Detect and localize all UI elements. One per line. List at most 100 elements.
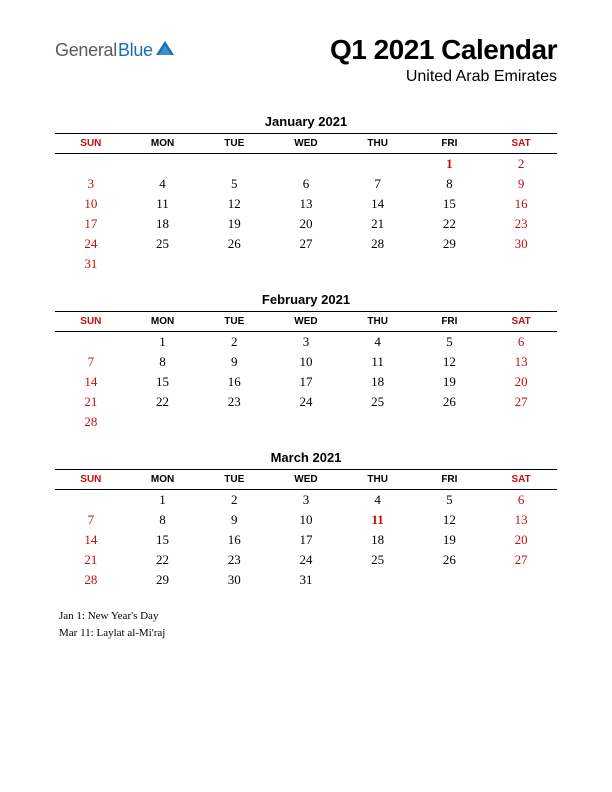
calendar-cell: 24 bbox=[270, 392, 342, 412]
calendar-cell: 27 bbox=[270, 234, 342, 254]
holiday-entry: Mar 11: Laylat al-Mi'raj bbox=[59, 625, 557, 642]
calendar-cell bbox=[342, 154, 414, 175]
calendar-cell: 7 bbox=[55, 510, 127, 530]
calendar-cell: 5 bbox=[414, 490, 486, 511]
calendar-cell bbox=[55, 154, 127, 175]
calendar-cell bbox=[270, 154, 342, 175]
calendar-cell bbox=[198, 412, 270, 432]
calendar-cell: 2 bbox=[485, 154, 557, 175]
calendar-cell: 21 bbox=[55, 392, 127, 412]
calendar-cell: 23 bbox=[485, 214, 557, 234]
calendar-row: 14151617181920 bbox=[55, 372, 557, 392]
calendar-cell bbox=[198, 154, 270, 175]
calendar-cell: 20 bbox=[270, 214, 342, 234]
calendar-cell: 21 bbox=[342, 214, 414, 234]
calendar-cell: 22 bbox=[127, 392, 199, 412]
month-title: February 2021 bbox=[55, 292, 557, 307]
calendar-cell: 31 bbox=[270, 570, 342, 590]
calendar-cell: 5 bbox=[198, 174, 270, 194]
generalblue-logo: General Blue bbox=[55, 40, 174, 61]
calendar-cell bbox=[342, 570, 414, 590]
calendar-row: 17181920212223 bbox=[55, 214, 557, 234]
calendar-cell bbox=[127, 154, 199, 175]
calendar-cell: 3 bbox=[55, 174, 127, 194]
calendar-cell: 23 bbox=[198, 392, 270, 412]
calendar-cell bbox=[198, 254, 270, 274]
calendar-row: 123456 bbox=[55, 490, 557, 511]
calendar-cell: 9 bbox=[485, 174, 557, 194]
calendar-row: 21222324252627 bbox=[55, 392, 557, 412]
logo-triangle-icon bbox=[156, 41, 174, 60]
calendar-cell bbox=[55, 332, 127, 353]
calendar-cell: 19 bbox=[414, 530, 486, 550]
calendar-cell: 9 bbox=[198, 352, 270, 372]
logo-word-general: General bbox=[55, 40, 117, 61]
day-header: FRI bbox=[414, 134, 486, 154]
day-header: THU bbox=[342, 312, 414, 332]
calendar-cell: 11 bbox=[342, 352, 414, 372]
day-header: FRI bbox=[414, 470, 486, 490]
day-header: SUN bbox=[55, 470, 127, 490]
calendar-cell: 6 bbox=[485, 490, 557, 511]
logo-word-blue: Blue bbox=[118, 40, 153, 61]
calendar-table: SUNMONTUEWEDTHUFRISAT1234567891011121314… bbox=[55, 469, 557, 590]
calendar-cell: 21 bbox=[55, 550, 127, 570]
calendar-cell: 29 bbox=[127, 570, 199, 590]
calendar-table: SUNMONTUEWEDTHUFRISAT1234567891011121314… bbox=[55, 133, 557, 274]
calendar-row: 28293031 bbox=[55, 570, 557, 590]
calendar-cell: 4 bbox=[342, 332, 414, 353]
calendar-cell: 16 bbox=[485, 194, 557, 214]
day-header: SUN bbox=[55, 312, 127, 332]
day-header: MON bbox=[127, 134, 199, 154]
holiday-list: Jan 1: New Year's DayMar 11: Laylat al-M… bbox=[55, 608, 557, 641]
calendar-cell: 22 bbox=[127, 550, 199, 570]
day-header: WED bbox=[270, 134, 342, 154]
calendar-cell: 28 bbox=[342, 234, 414, 254]
calendar-cell: 15 bbox=[127, 530, 199, 550]
calendar-cell bbox=[270, 254, 342, 274]
calendar-row: 24252627282930 bbox=[55, 234, 557, 254]
calendar-cell: 22 bbox=[414, 214, 486, 234]
month-block: February 2021SUNMONTUEWEDTHUFRISAT123456… bbox=[55, 292, 557, 432]
calendar-cell: 30 bbox=[198, 570, 270, 590]
calendar-cell: 13 bbox=[485, 352, 557, 372]
calendar-cell bbox=[342, 412, 414, 432]
day-header: WED bbox=[270, 312, 342, 332]
calendar-cell: 24 bbox=[55, 234, 127, 254]
day-header: SAT bbox=[485, 134, 557, 154]
calendar-cell: 2 bbox=[198, 490, 270, 511]
calendar-row: 21222324252627 bbox=[55, 550, 557, 570]
calendar-cell bbox=[127, 254, 199, 274]
calendar-cell: 14 bbox=[342, 194, 414, 214]
day-header: SUN bbox=[55, 134, 127, 154]
calendar-cell: 18 bbox=[127, 214, 199, 234]
calendar-cell: 1 bbox=[414, 154, 486, 175]
calendar-cell: 24 bbox=[270, 550, 342, 570]
calendar-row: 28 bbox=[55, 412, 557, 432]
calendar-cell: 15 bbox=[127, 372, 199, 392]
calendar-cell: 10 bbox=[55, 194, 127, 214]
calendar-cell: 18 bbox=[342, 530, 414, 550]
calendar-cell: 9 bbox=[198, 510, 270, 530]
calendar-cell: 26 bbox=[414, 392, 486, 412]
calendar-cell: 27 bbox=[485, 392, 557, 412]
day-header: THU bbox=[342, 134, 414, 154]
calendar-cell: 10 bbox=[270, 352, 342, 372]
calendar-cell: 17 bbox=[270, 372, 342, 392]
calendar-cell: 18 bbox=[342, 372, 414, 392]
calendar-cell: 30 bbox=[485, 234, 557, 254]
calendar-row: 78910111213 bbox=[55, 510, 557, 530]
calendar-cell: 25 bbox=[127, 234, 199, 254]
calendar-cell: 28 bbox=[55, 412, 127, 432]
calendar-cell: 3 bbox=[270, 490, 342, 511]
calendar-cell: 5 bbox=[414, 332, 486, 353]
calendar-cell: 25 bbox=[342, 550, 414, 570]
calendar-cell: 11 bbox=[342, 510, 414, 530]
calendar-cell bbox=[414, 570, 486, 590]
calendar-cell bbox=[55, 490, 127, 511]
calendar-row: 10111213141516 bbox=[55, 194, 557, 214]
day-header: TUE bbox=[198, 312, 270, 332]
holiday-entry: Jan 1: New Year's Day bbox=[59, 608, 557, 625]
calendar-cell: 15 bbox=[414, 194, 486, 214]
calendar-cell bbox=[414, 412, 486, 432]
